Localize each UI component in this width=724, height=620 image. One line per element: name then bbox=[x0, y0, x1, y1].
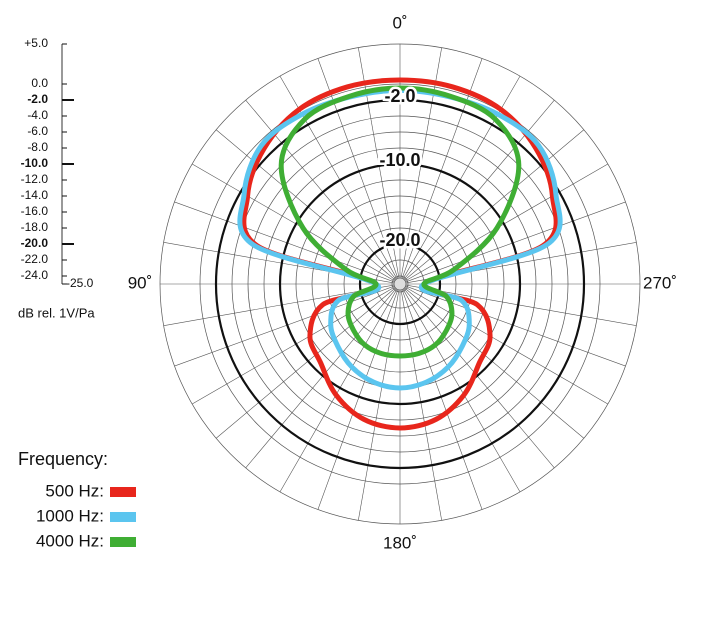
grid-ring bbox=[214, 98, 586, 470]
scale-label: -6.0 bbox=[27, 124, 48, 138]
pattern-curve bbox=[241, 77, 559, 431]
spoke bbox=[192, 286, 395, 405]
spoke bbox=[317, 289, 399, 510]
spoke bbox=[215, 287, 396, 439]
scale-label: -12.0 bbox=[21, 172, 49, 186]
labels: +5.0 0.0 -2.0 -4.0 -6.0 -8.0 -10.0 -12.0 -14.0 -1… bbox=[21, 13, 677, 552]
spoke bbox=[403, 99, 555, 280]
spoke bbox=[402, 289, 521, 492]
scale-label: -20.0 bbox=[21, 236, 49, 250]
scale-label: -14.0 bbox=[21, 188, 49, 202]
pattern-curve bbox=[278, 85, 522, 359]
spoke bbox=[358, 47, 400, 279]
grid-ring bbox=[358, 242, 442, 326]
spoke bbox=[405, 286, 608, 405]
spoke bbox=[401, 58, 483, 279]
spoke bbox=[317, 58, 399, 279]
grid-ring bbox=[199, 83, 601, 485]
legend-label: 1000 Hz: bbox=[36, 506, 104, 525]
spoke bbox=[174, 285, 395, 367]
pattern-curve bbox=[237, 87, 563, 391]
spoke bbox=[404, 287, 585, 439]
legend-swatch bbox=[110, 537, 136, 547]
spoke bbox=[245, 288, 397, 469]
grid-ring bbox=[391, 275, 409, 293]
spoke bbox=[404, 129, 585, 281]
scale-label: -22.0 bbox=[21, 252, 49, 266]
grid-ring bbox=[311, 195, 489, 373]
spoke bbox=[401, 289, 483, 510]
legend-swatch bbox=[110, 487, 136, 497]
spoke bbox=[400, 289, 442, 521]
spoke bbox=[358, 289, 400, 521]
spoke bbox=[405, 201, 626, 283]
grid-ring bbox=[343, 227, 457, 341]
curves bbox=[237, 77, 563, 431]
spoke bbox=[405, 284, 637, 326]
angle-label: 180˚ bbox=[383, 533, 417, 552]
spoke bbox=[245, 99, 397, 280]
spoke bbox=[174, 201, 395, 283]
scale-label: -10.0 bbox=[21, 156, 49, 170]
grid bbox=[61, 43, 641, 525]
legend-swatch bbox=[110, 512, 136, 522]
legend-title: Frequency: bbox=[18, 449, 108, 469]
center-hub bbox=[393, 277, 407, 291]
scale-label: -25.0 bbox=[66, 276, 94, 290]
scale-label: -4.0 bbox=[27, 108, 48, 122]
unit-label: dB rel. 1V/Pa bbox=[18, 305, 95, 320]
grid-ring bbox=[159, 43, 641, 525]
grid-ring bbox=[263, 147, 537, 421]
ring-label: -20.0 bbox=[379, 230, 420, 250]
angle-label: 90˚ bbox=[128, 273, 153, 292]
spoke bbox=[405, 285, 626, 367]
legend-label: 4000 Hz: bbox=[36, 531, 104, 550]
ring-label: -2.0 bbox=[384, 86, 415, 106]
scale-label: -24.0 bbox=[21, 268, 49, 282]
scale-label: 0.0 bbox=[31, 76, 48, 90]
grid-ring bbox=[247, 131, 553, 437]
scale-label: -2.0 bbox=[27, 92, 48, 106]
spoke bbox=[279, 289, 398, 492]
scale-label: +5.0 bbox=[24, 36, 48, 50]
ring-label: -10.0 bbox=[379, 150, 420, 170]
angle-label: 270˚ bbox=[643, 273, 677, 292]
grid-ring bbox=[278, 162, 522, 406]
spoke bbox=[192, 163, 395, 282]
grid-ring bbox=[231, 115, 569, 453]
legend-label: 500 Hz: bbox=[45, 481, 104, 500]
scale-label: -8.0 bbox=[27, 140, 48, 154]
spoke bbox=[403, 288, 555, 469]
spoke bbox=[163, 284, 395, 326]
spoke bbox=[215, 129, 396, 281]
angle-label: 0˚ bbox=[392, 13, 407, 32]
spoke bbox=[405, 163, 608, 282]
scale-label: -16.0 bbox=[21, 204, 49, 218]
spoke bbox=[400, 47, 442, 279]
scale-label: -18.0 bbox=[21, 220, 49, 234]
